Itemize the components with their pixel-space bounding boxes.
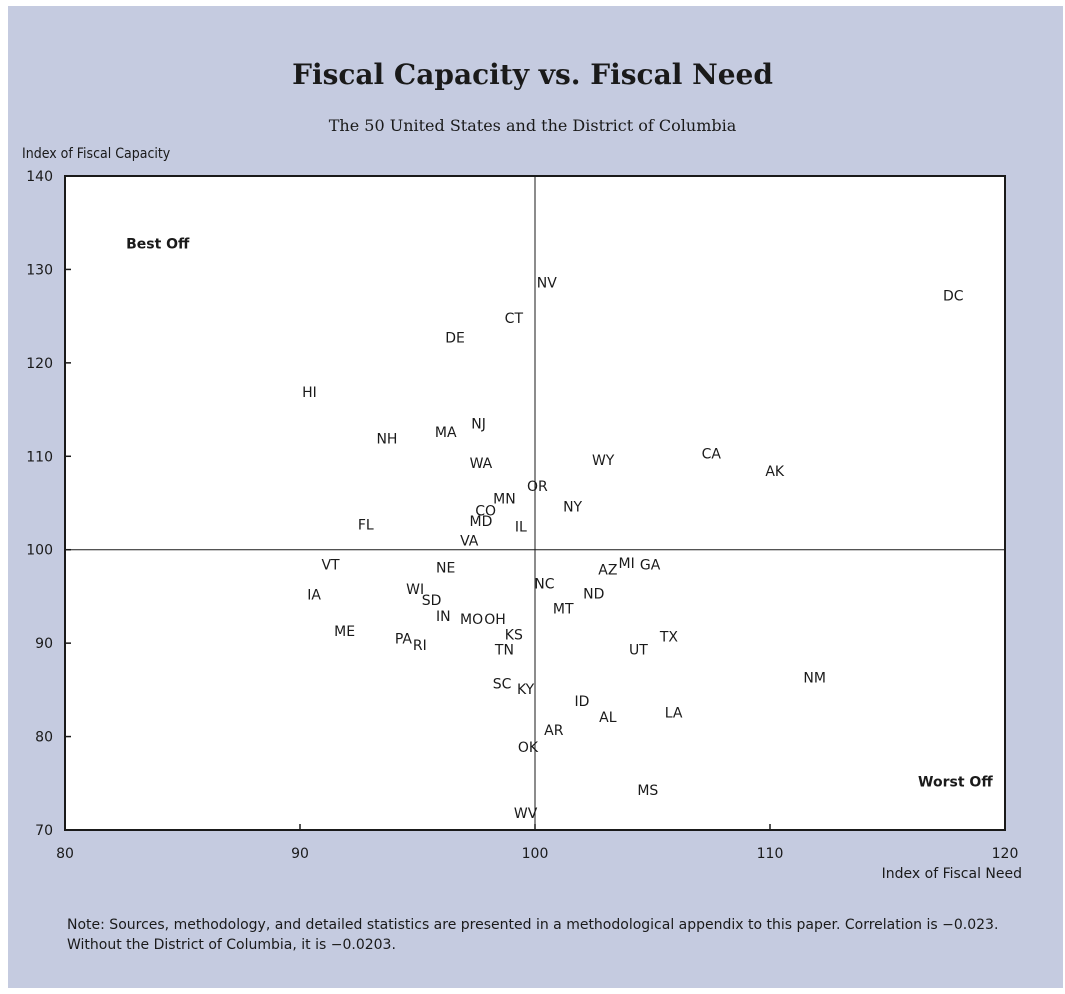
point-ca: CA — [702, 446, 722, 462]
point-mi: MI — [619, 556, 635, 572]
x-axis-ticks: 80 90 100 110 120 — [56, 824, 1018, 862]
point-nm: NM — [803, 671, 826, 687]
point-dc: DC — [943, 289, 964, 305]
point-me: ME — [334, 624, 355, 640]
point-az: AZ — [598, 562, 617, 578]
annotation-best-off: Best Off — [126, 236, 190, 252]
point-mt: MT — [553, 602, 574, 618]
x-axis-label: Index of Fiscal Need — [881, 866, 1022, 882]
point-ok: OK — [518, 740, 539, 756]
y-axis-label: Index of Fiscal Capacity — [22, 146, 171, 162]
x-tick-label: 110 — [757, 846, 784, 862]
point-ia: IA — [307, 588, 321, 604]
y-axis-ticks: 70 80 90 100 110 120 130 140 — [26, 169, 71, 839]
annotation-worst-off: Worst Off — [918, 774, 993, 790]
point-wy: WY — [592, 453, 615, 469]
point-ak: AK — [765, 464, 785, 480]
point-al: AL — [599, 710, 617, 726]
x-tick-label: 120 — [992, 846, 1019, 862]
y-tick-label: 70 — [35, 823, 53, 839]
point-wi: WI — [406, 582, 424, 598]
point-oh: OH — [484, 612, 506, 628]
point-ar: AR — [544, 723, 564, 739]
y-tick-label: 90 — [35, 636, 53, 652]
point-de: DE — [445, 331, 465, 347]
y-tick-label: 130 — [26, 262, 53, 278]
point-sd: SD — [422, 593, 442, 609]
point-la: LA — [665, 705, 683, 721]
point-id: ID — [575, 694, 590, 710]
point-ny: NY — [563, 500, 582, 516]
y-tick-label: 100 — [26, 543, 53, 559]
point-md: MD — [470, 514, 493, 530]
y-tick-label: 120 — [26, 356, 53, 372]
reference-lines — [65, 176, 1005, 830]
point-va: VA — [460, 533, 479, 549]
point-ut: UT — [629, 643, 648, 659]
chart-subtitle: The 50 United States and the District of… — [328, 116, 737, 135]
point-ks: KS — [505, 628, 523, 644]
x-tick-label: 100 — [522, 846, 549, 862]
point-in: IN — [436, 609, 451, 625]
point-mn: MN — [493, 491, 516, 507]
point-ma: MA — [435, 425, 457, 441]
point-or: OR — [527, 479, 548, 495]
point-nh: NH — [376, 432, 397, 448]
y-tick-label: 110 — [26, 449, 53, 465]
point-fl: FL — [358, 517, 374, 533]
point-ri: RI — [413, 638, 427, 654]
point-nv: NV — [537, 276, 557, 292]
y-tick-label: 140 — [26, 169, 53, 185]
point-tx: TX — [659, 630, 679, 646]
chart-title: Fiscal Capacity vs. Fiscal Need — [292, 58, 773, 91]
point-hi: HI — [302, 385, 317, 401]
x-tick-label: 90 — [291, 846, 309, 862]
point-ga: GA — [640, 558, 661, 574]
point-mo: MO — [460, 612, 483, 628]
point-sc: SC — [493, 676, 512, 692]
point-ct: CT — [505, 311, 524, 327]
point-nd: ND — [583, 587, 604, 603]
point-pa: PA — [395, 631, 413, 647]
footnote: Note: Sources, methodology, and detailed… — [67, 917, 999, 953]
point-nj: NJ — [471, 417, 486, 433]
point-ne: NE — [436, 560, 455, 576]
point-vt: VT — [321, 558, 340, 574]
point-nc: NC — [534, 576, 554, 592]
point-ms: MS — [637, 783, 658, 799]
y-tick-label: 80 — [35, 730, 53, 746]
point-co: CO — [475, 503, 496, 519]
point-wv: WV — [514, 806, 538, 822]
point-tn: TN — [494, 643, 514, 659]
x-tick-label: 80 — [56, 846, 74, 862]
annotations: Best Off Worst Off — [126, 236, 993, 790]
point-ky: KY — [517, 682, 535, 698]
point-il: IL — [515, 519, 527, 535]
point-wa: WA — [470, 456, 493, 472]
